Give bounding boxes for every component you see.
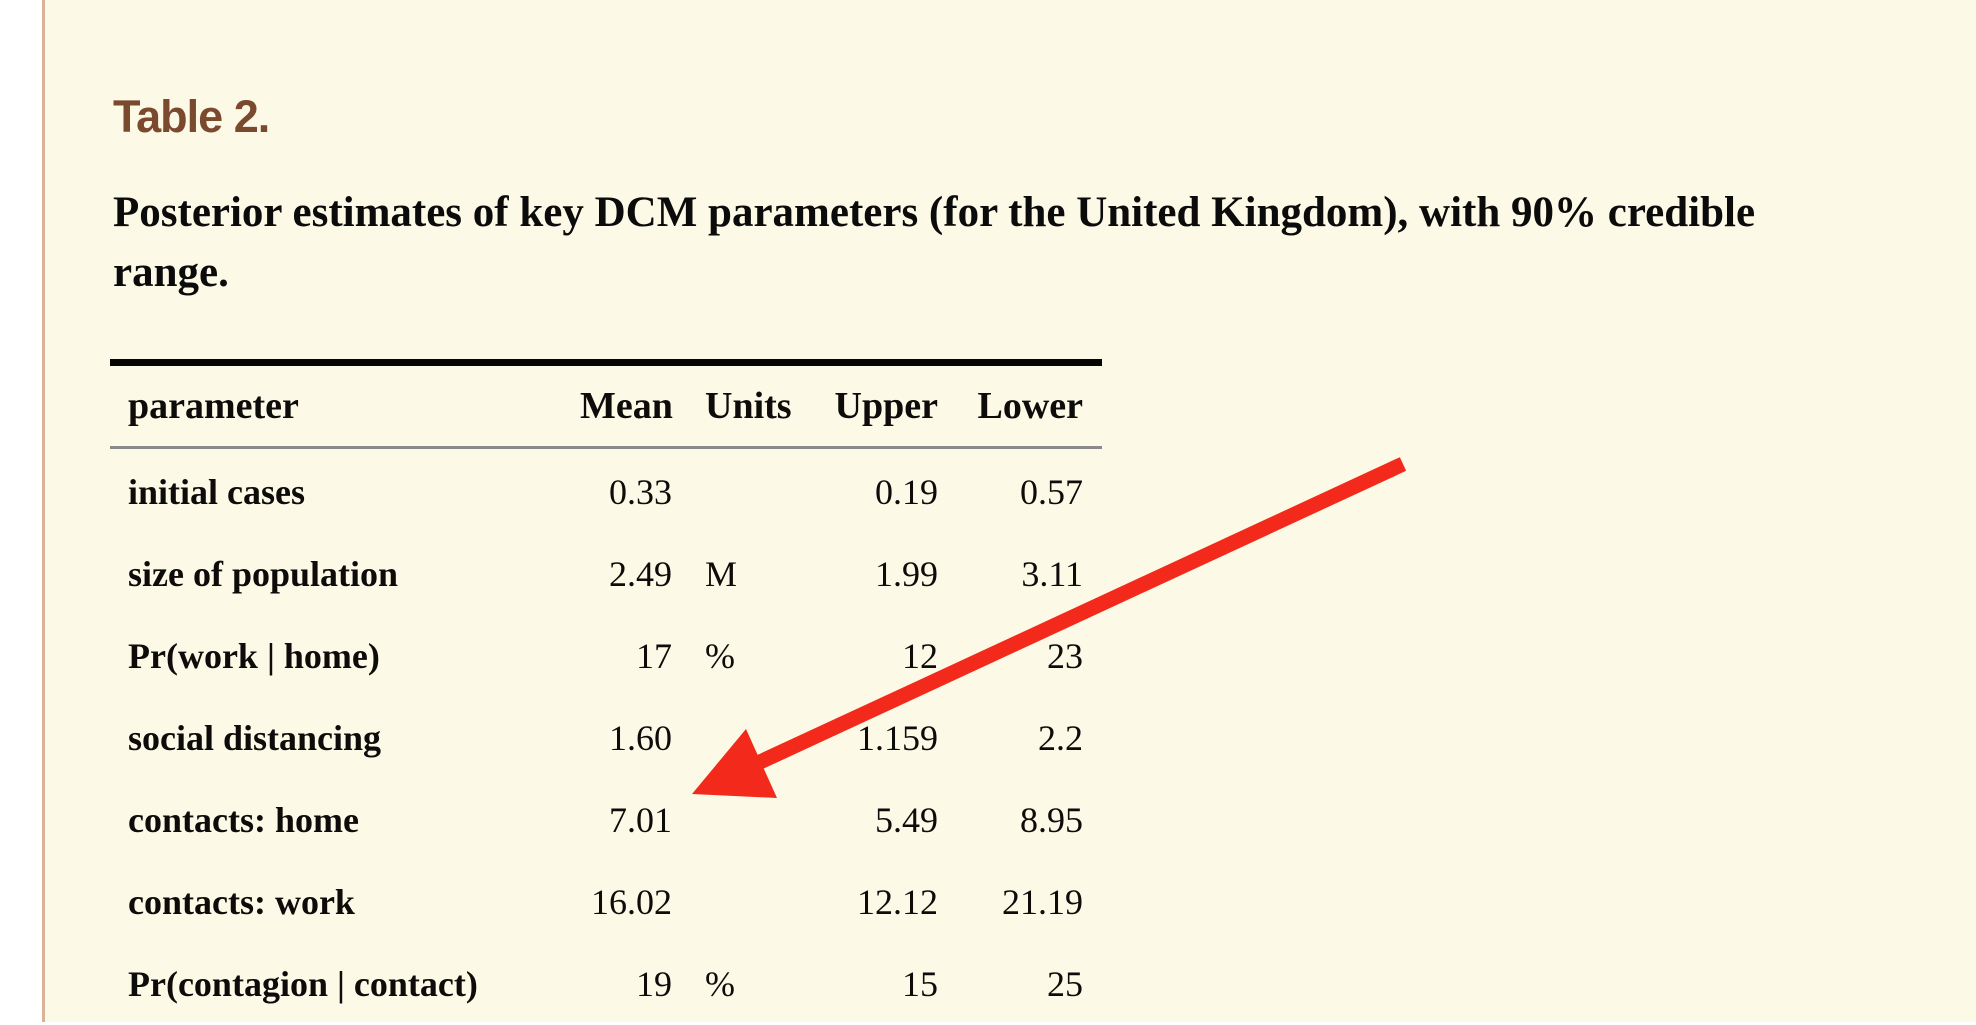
column-header-units: Units <box>705 385 792 427</box>
column-header-upper: Upper <box>834 385 938 427</box>
cell-parameter: contacts: work <box>128 882 355 922</box>
cell-lower: 8.95 <box>1020 800 1083 840</box>
column-header-lower: Lower <box>977 385 1083 427</box>
cell-units: % <box>705 964 735 1004</box>
cell-mean: 2.49 <box>609 554 672 594</box>
cell-upper: 12 <box>902 636 938 676</box>
table-row: social distancing 1.60 1.159 2.2 <box>110 697 1102 779</box>
table-row: Pr(work | home) 17% 12 23 <box>110 615 1102 697</box>
column-header-parameter: parameter <box>128 385 299 427</box>
cell-lower: 21.19 <box>1002 882 1083 922</box>
cell-parameter: social distancing <box>128 718 382 758</box>
cell-upper: 0.19 <box>875 472 938 512</box>
cell-mean: 19 <box>636 964 672 1004</box>
cell-mean: 16.02 <box>591 882 672 922</box>
table-header-row: parameter Mean Units Upper Lower <box>110 366 1102 446</box>
cell-lower: 23 <box>1047 636 1083 676</box>
caption-line-1: Posterior estimates of key DCM parameter… <box>113 189 1756 236</box>
cell-mean: 1.60 <box>609 718 672 758</box>
cell-upper: 15 <box>902 964 938 1004</box>
cell-units: M <box>705 554 738 594</box>
table-row: contacts: home 7.01 5.49 8.95 <box>110 779 1102 861</box>
page-left-margin <box>0 0 42 1022</box>
table-caption: Posterior estimates of key DCM parameter… <box>113 183 1973 303</box>
cell-units: % <box>705 636 735 676</box>
cell-lower: 2.2 <box>1038 718 1083 758</box>
table-header-rule <box>110 446 1102 449</box>
left-border-line <box>42 0 45 1022</box>
cell-parameter: size of population <box>128 554 399 594</box>
cell-upper: 1.159 <box>857 718 938 758</box>
table-row: Pr(contagion | contact) 19% 15 25 <box>110 943 1102 1025</box>
cell-lower: 25 <box>1047 964 1083 1004</box>
cell-mean: 0.33 <box>609 472 672 512</box>
cell-lower: 0.57 <box>1020 472 1083 512</box>
cell-upper: 12.12 <box>857 882 938 922</box>
cell-parameter: Pr(work | home) <box>128 636 380 676</box>
cell-parameter: initial cases <box>128 472 305 512</box>
table-title: Table 2. <box>113 91 270 142</box>
table-row: initial cases 0.33 0.19 0.57 <box>110 451 1102 533</box>
cell-parameter: contacts: home <box>128 800 359 840</box>
cell-parameter: Pr(contagion | contact) <box>128 964 478 1004</box>
cell-upper: 5.49 <box>875 800 938 840</box>
cell-mean: 7.01 <box>609 800 672 840</box>
table-top-rule <box>110 359 1102 366</box>
caption-line-2: range. <box>113 249 229 296</box>
table-row: contacts: work 16.02 12.12 21.19 <box>110 861 1102 943</box>
cell-lower: 3.11 <box>1021 554 1083 594</box>
table-row: size of population 2.49 M 1.99 3.11 <box>110 533 1102 615</box>
column-header-mean: Mean <box>580 385 673 427</box>
cell-mean: 17 <box>636 636 672 676</box>
cell-upper: 1.99 <box>875 554 938 594</box>
